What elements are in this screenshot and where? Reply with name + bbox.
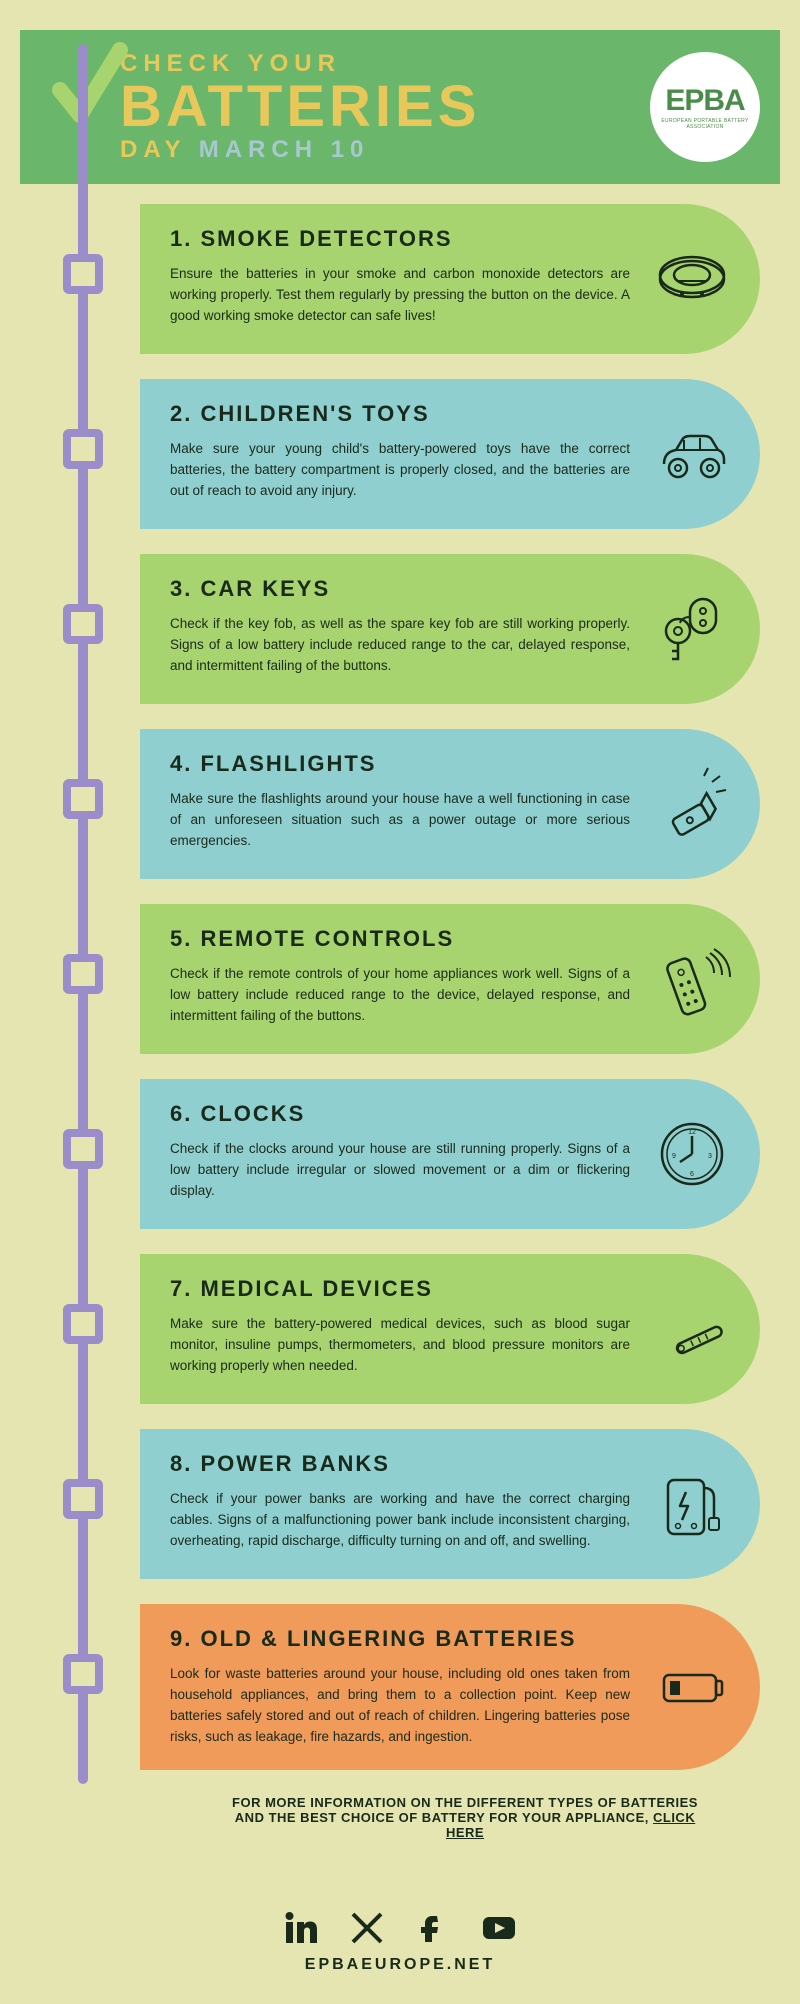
item-body: Make sure your young child's battery-pow… xyxy=(170,439,630,502)
footer-info-a: FOR MORE INFORMATION ON THE DIFFERENT TY… xyxy=(232,1795,698,1825)
item-title: 4. FLASHLIGHTS xyxy=(170,751,630,777)
checklist-item: 9. OLD & LINGERING BATTERIES Look for was… xyxy=(140,1604,760,1770)
logo-text: EPBA xyxy=(665,84,744,118)
item-body: Check if the key fob, as well as the spa… xyxy=(170,614,630,677)
youtube-icon[interactable] xyxy=(481,1910,517,1946)
item-title: 6. CLOCKS xyxy=(170,1101,630,1127)
item-body: Check if your power banks are working an… xyxy=(170,1489,630,1552)
x-twitter-icon[interactable] xyxy=(349,1910,385,1946)
item-body: Check if the remote controls of your hom… xyxy=(170,964,630,1027)
item-title: 8. POWER BANKS xyxy=(170,1451,630,1477)
header-text: CHECK YOUR BATTERIES DAY MARCH 10 xyxy=(120,50,650,164)
item-title: 9. OLD & LINGERING BATTERIES xyxy=(170,1626,630,1652)
social-links xyxy=(0,1910,800,1946)
clock-icon: 12 3 6 9 xyxy=(652,1114,732,1194)
checklist-item: 4. FLASHLIGHTS Make sure the flashlights … xyxy=(140,729,760,879)
smoke-detector-icon xyxy=(652,239,732,319)
header-day-label: DAY xyxy=(120,136,199,163)
item-body: Ensure the batteries in your smoke and c… xyxy=(170,264,630,327)
checklist-item: 2. CHILDREN'S TOYS Make sure your young c… xyxy=(140,379,760,529)
item-title: 7. MEDICAL DEVICES xyxy=(170,1276,630,1302)
facebook-icon[interactable] xyxy=(415,1910,451,1946)
timeline-marker xyxy=(63,1654,103,1694)
item-title: 2. CHILDREN'S TOYS xyxy=(170,401,630,427)
timeline-marker xyxy=(63,1479,103,1519)
checklist-item: 8. POWER BANKS Check if your power banks … xyxy=(140,1429,760,1579)
logo-subtext: EUROPEAN PORTABLE BATTERY ASSOCIATION xyxy=(650,118,760,130)
svg-text:12: 12 xyxy=(688,1129,696,1136)
timeline-marker xyxy=(63,1129,103,1169)
checklist-item: 6. CLOCKS Check if the clocks around your… xyxy=(140,1079,760,1229)
checklist-item: 5. REMOTE CONTROLS Check if the remote co… xyxy=(140,904,760,1054)
item-body: Check if the clocks around your house ar… xyxy=(170,1139,630,1202)
timeline-marker xyxy=(63,1304,103,1344)
checkmark-icon xyxy=(50,40,130,130)
header-line3: DAY MARCH 10 xyxy=(120,136,650,164)
timeline-marker xyxy=(63,954,103,994)
linkedin-icon[interactable] xyxy=(283,1910,319,1946)
timeline-marker xyxy=(63,604,103,644)
footer-info-text: FOR MORE INFORMATION ON THE DIFFERENT TY… xyxy=(230,1795,700,1840)
timeline-marker xyxy=(63,254,103,294)
powerbank-icon xyxy=(652,1464,732,1544)
battery-low-icon xyxy=(652,1647,732,1727)
svg-text:3: 3 xyxy=(708,1153,712,1160)
remote-icon xyxy=(652,939,732,1019)
item-body: Look for waste batteries around your hou… xyxy=(170,1664,630,1748)
timeline-marker xyxy=(63,779,103,819)
svg-text:6: 6 xyxy=(690,1171,694,1178)
item-body: Make sure the battery-powered medical de… xyxy=(170,1314,630,1377)
svg-text:9: 9 xyxy=(672,1153,676,1160)
item-title: 3. CAR KEYS xyxy=(170,576,630,602)
website-url[interactable]: EPBAEUROPE.NET xyxy=(0,1956,800,2004)
item-title: 1. SMOKE DETECTORS xyxy=(170,226,630,252)
epba-logo: EPBA EUROPEAN PORTABLE BATTERY ASSOCIATI… xyxy=(650,52,760,162)
item-title: 5. REMOTE CONTROLS xyxy=(170,926,630,952)
content-area: 1. SMOKE DETECTORS Ensure the batteries i… xyxy=(0,184,800,1890)
header-date: MARCH 10 xyxy=(199,136,370,163)
checklist-item: 3. CAR KEYS Check if the key fob, as well… xyxy=(140,554,760,704)
header-banner: CHECK YOUR BATTERIES DAY MARCH 10 EPBA E… xyxy=(20,30,780,184)
checklist-item: 7. MEDICAL DEVICES Make sure the battery-… xyxy=(140,1254,760,1404)
header-line2: BATTERIES xyxy=(120,78,650,136)
timeline-marker xyxy=(63,429,103,469)
timeline-line xyxy=(78,44,88,1784)
car-keys-icon xyxy=(652,589,732,669)
checklist-item: 1. SMOKE DETECTORS Ensure the batteries i… xyxy=(140,204,760,354)
toy-car-icon xyxy=(652,414,732,494)
item-body: Make sure the flashlights around your ho… xyxy=(170,789,630,852)
thermometer-icon xyxy=(652,1289,732,1369)
flashlight-icon xyxy=(652,764,732,844)
